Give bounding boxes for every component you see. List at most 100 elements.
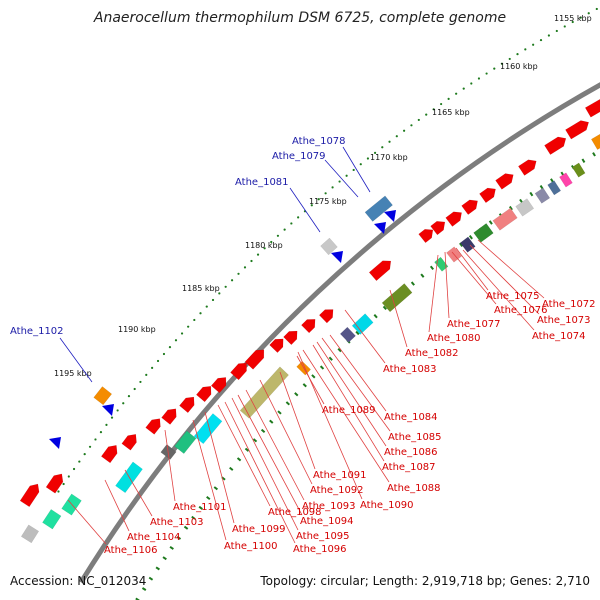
forward-gene-arrow: [584, 98, 600, 118]
ruler-dot: [388, 140, 391, 143]
scale-tick: [285, 401, 291, 406]
gene-label-leader: [428, 254, 439, 333]
scale-tick: [468, 235, 473, 240]
forward-gene-arrow: [301, 319, 316, 334]
forward-gene-arrow: [318, 309, 334, 324]
ruler-dot: [162, 352, 166, 356]
ruler-dot: [331, 186, 334, 189]
scale-tick: [382, 305, 387, 311]
gene-label-leader: [462, 249, 535, 331]
label-leaders: [59, 146, 545, 545]
outer-gene-label: Athe_1079: [272, 151, 326, 162]
gene-label: Athe_1093: [302, 501, 356, 512]
outer-gene-arrow: [384, 210, 396, 222]
ruler-dot: [417, 118, 420, 122]
outer-gene-block: [364, 195, 393, 222]
ruler-dot: [352, 168, 355, 172]
outer-gene-arrow: [49, 437, 61, 449]
outer-gene-leader: [289, 187, 321, 233]
ruler-dot: [122, 402, 125, 405]
forward-gene-arrow: [283, 330, 298, 346]
scale-tick: [169, 546, 174, 550]
scale-tick: [508, 205, 513, 211]
ruler-dot: [579, 16, 582, 19]
ruler-dot: [168, 346, 172, 349]
scale-tick: [420, 273, 425, 278]
gene-label: Athe_1088: [387, 483, 441, 494]
scale-tick: [135, 597, 140, 600]
map-title: Anaerocellum thermophilum DSM 6725, comp…: [93, 10, 507, 26]
forward-gene-arrow: [479, 187, 496, 204]
ruler-dot: [94, 438, 97, 441]
ruler-dot: [88, 445, 92, 448]
secondary-gene-block: [515, 198, 535, 217]
scale-tick: [581, 158, 586, 163]
ruler-dot: [425, 113, 428, 116]
gene-label: Athe_1083: [383, 364, 437, 375]
scale-tick: [176, 535, 182, 540]
ruler-dot: [283, 228, 286, 231]
forward-gene-arrow: [368, 260, 392, 282]
scale-tick: [337, 347, 342, 353]
outer-gene-block: [320, 237, 338, 256]
ruler-dot: [345, 174, 348, 177]
gene-label-leader: [455, 247, 489, 291]
scale-tick: [229, 466, 234, 471]
ruler-dot: [116, 409, 119, 412]
outer-gene-leader: [342, 146, 371, 193]
scale-tick: [539, 185, 544, 190]
genome-summary-text: Topology: circular; Length: 2,919,718 bp…: [260, 574, 590, 588]
scale-tick: [206, 496, 211, 501]
scale-tick: [162, 556, 167, 561]
scale-tick: [198, 505, 203, 510]
secondary-gene-block: [559, 172, 573, 188]
forward-gene-arrow: [517, 159, 537, 176]
ruler-dot: [290, 222, 293, 225]
ruler-dot: [193, 318, 196, 322]
outer-gene-leader: [324, 159, 359, 198]
secondary-gene-block: [239, 366, 289, 419]
ruler-label: 1165 kbp: [432, 108, 470, 117]
forward-gene-arrow: [461, 199, 478, 215]
ruler-dot: [516, 53, 519, 56]
scale-tick: [410, 281, 415, 286]
gene-label: Athe_1086: [384, 447, 438, 458]
gene-label: Athe_1073: [537, 315, 591, 326]
ruler-dot: [539, 38, 543, 42]
ruler-dot: [547, 34, 550, 37]
forward-gene-arrow: [45, 473, 64, 494]
gene-label-leader: [231, 397, 299, 531]
ruler-dot: [145, 373, 148, 377]
forward-gene-arrow: [269, 338, 284, 354]
gene-label-leader: [67, 499, 107, 545]
scale-tick: [294, 392, 299, 397]
ruler-dot: [485, 72, 488, 75]
gene-label-leader: [237, 394, 303, 516]
outer-gene-block: [93, 386, 113, 406]
secondary-gene-block: [547, 180, 562, 196]
secondary-gene-block: [42, 508, 62, 530]
ruler-dot: [493, 67, 496, 70]
ruler-dot: [151, 366, 154, 370]
ruler-dot: [395, 135, 398, 138]
ruler-dot: [270, 240, 273, 244]
secondary-gene-block: [434, 256, 449, 272]
gene-label-leader: [124, 469, 153, 517]
scale-tick: [429, 265, 435, 270]
scale-tick: [183, 525, 189, 530]
outer-gene-leader: [59, 337, 93, 383]
forward-gene-arrow: [565, 120, 590, 140]
gene-label: Athe_1076: [494, 305, 548, 316]
outer-gene-label: Athe_1102: [10, 326, 64, 337]
gene-label: Athe_1091: [313, 470, 367, 481]
ruler-dot: [133, 387, 136, 391]
scale-tick: [319, 365, 325, 370]
forward-gene-arrow: [179, 396, 195, 414]
secondary-gene-block: [174, 430, 197, 455]
ruler-dot: [571, 20, 574, 24]
outer-gene-arrow: [102, 404, 114, 416]
secondary-gene-block: [473, 223, 494, 243]
scale-tick: [213, 486, 219, 491]
scale-tick: [148, 576, 154, 581]
